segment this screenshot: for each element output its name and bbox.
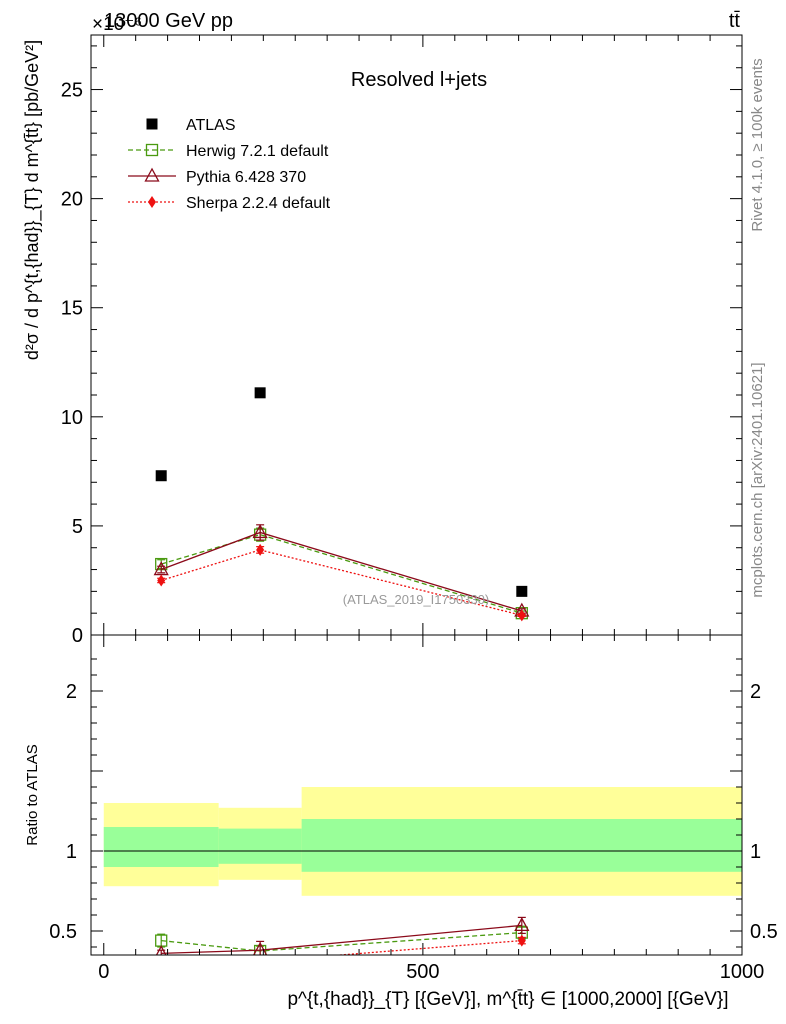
rivet-label: Rivet 4.1.0, ≥ 100k events (749, 58, 766, 231)
main-point (516, 585, 528, 597)
legend-label: ATLAS (186, 117, 236, 134)
legend-label: Herwig 7.2.1 default (186, 143, 329, 160)
ratio-series-2 (157, 934, 526, 982)
ratio-point (517, 934, 526, 947)
ratio-ytick-label-right: 0.5 (750, 921, 778, 943)
ratio-uncertainty-bands (103, 787, 742, 896)
stat-band-1 (218, 828, 302, 864)
ratio-ytick-label: 2 (66, 681, 77, 703)
main-ytick-label: 10 (61, 407, 83, 429)
stat-band-2 (301, 819, 742, 872)
ratio-ytick-label-right: 2 (750, 681, 761, 703)
ratio-series-line-2 (332, 939, 522, 955)
ratio-xtick-label: 1000 (720, 961, 765, 983)
plot-title: Resolved l+jets (351, 69, 487, 91)
process-label: tt̄ (729, 10, 741, 32)
ratio-ytick-label-right: 1 (750, 841, 761, 863)
main-panel-marks (153, 387, 530, 622)
main-series-3 (157, 543, 526, 622)
ratio-series-line-1 (161, 924, 522, 955)
legend-marker (145, 143, 159, 157)
analysis-watermark: (ATLAS_2019_I1750330) (343, 592, 489, 607)
legend-marker (144, 167, 160, 182)
x-axis-label: p^{t,{had}}_{T} [{GeV}], m^{t̄t} ∈ [1000… (287, 989, 728, 1010)
ratio-point (256, 955, 264, 967)
mcplots-label: mcplots.cern.ch [arXiv:2401.10621] (749, 362, 766, 597)
ratio-xtick-label: 500 (406, 961, 439, 983)
main-point (252, 524, 268, 539)
ratio-ytick-label: 1 (66, 841, 77, 863)
main-point (157, 574, 166, 587)
main-ytick-label: 15 (61, 298, 83, 320)
legend-item-3: Sherpa 2.2.4 default (128, 195, 331, 212)
legend-item-1: Herwig 7.2.1 default (128, 143, 329, 160)
legend-label: Sherpa 2.2.4 default (186, 195, 331, 212)
main-series-line-1 (161, 533, 522, 614)
main-ytick-label: 20 (61, 189, 83, 211)
legend-marker (148, 196, 156, 208)
ratio-panel-marks (155, 916, 530, 982)
ratio-point (155, 945, 167, 955)
ratio-point (514, 917, 530, 932)
ratio-panel-frame (90, 634, 743, 956)
main-ytick-label: 5 (72, 516, 83, 538)
stat-band-0 (103, 827, 219, 867)
main-ylabel: d²σ / d p^{t,{had}}_{T} d m^{t̄t} [pb/Ge… (22, 40, 43, 360)
legend-marker (146, 118, 158, 130)
legend-item-0: ATLAS (146, 117, 236, 134)
main-series-0 (155, 387, 528, 597)
main-ytick-label: 25 (61, 80, 83, 102)
legend: ATLAS Herwig 7.2.1 default Pythia 6.428 37… (128, 117, 331, 212)
exponent-label: ×10⁻⁶ (92, 14, 142, 35)
ratio-series-1 (155, 916, 530, 955)
axis-tick-labels: 0 5 10 15 20 25 0 500 1000 0.5 0.5 1 1 2 2 (49, 80, 778, 983)
legend-label: Pythia 6.428 370 (186, 169, 306, 186)
collision-label: 13000 GeV pp (104, 10, 233, 32)
ratio-point (157, 970, 165, 982)
main-point (256, 543, 265, 556)
ratio-ytick-label: 0.5 (49, 921, 77, 943)
legend-item-2: Pythia 6.428 370 (128, 167, 306, 186)
main-point (155, 470, 167, 482)
ratio-ylabel: Ratio to ATLAS (24, 744, 41, 845)
main-point (254, 387, 266, 399)
ratio-series-line-0 (161, 931, 522, 952)
main-ytick-label: 0 (72, 625, 83, 647)
ratio-xtick-label: 0 (98, 961, 109, 983)
main-point (517, 609, 526, 622)
axis-ticks (91, 35, 743, 955)
